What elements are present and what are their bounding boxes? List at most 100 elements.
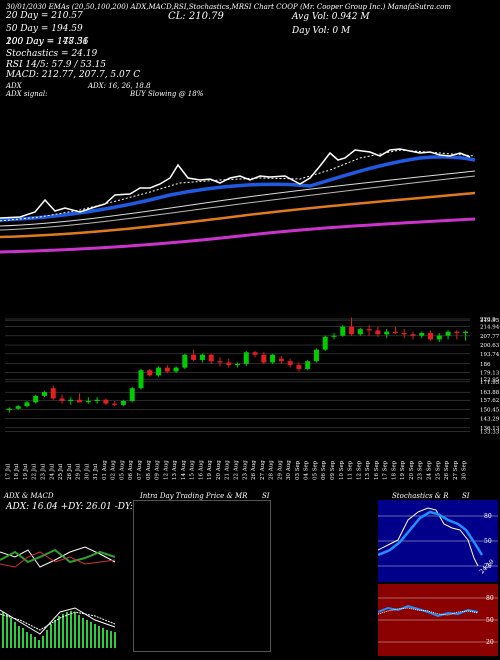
adx-macd-title: ADX & MACD — [4, 492, 54, 500]
date-tick-label: 29 Aug — [277, 460, 283, 480]
rsi-tick-20: 20 — [486, 639, 494, 646]
candle-body — [15, 406, 21, 409]
candle-body — [120, 401, 126, 405]
price-tick-label: 136.13 — [480, 426, 500, 432]
date-tick-label: 26 Aug — [251, 460, 257, 480]
date-tick-label: 20 Aug — [216, 460, 222, 480]
ema100-line — [0, 191, 476, 239]
date-tick-label: 13 Aug — [172, 460, 178, 480]
rsi-tick-80: 80 — [486, 595, 494, 602]
candle-body — [208, 354, 214, 362]
candle-body — [252, 352, 258, 355]
stoch-d — [378, 510, 484, 557]
candle-body — [33, 395, 39, 403]
date-tick-label: 14 Aug — [181, 460, 187, 480]
ema100-label: 100 Day = 178.51 — [6, 37, 89, 47]
date-tick-label: 23 Aug — [242, 460, 248, 480]
date-tick-label: 19 Aug — [207, 460, 213, 480]
candle-body — [50, 388, 56, 399]
price-tick-label: 157.62 — [480, 398, 499, 404]
date-tick-label: 05 Aug — [119, 460, 125, 480]
date-tick-label: 05 Sep — [312, 460, 318, 480]
price-tick-label: 163.88 — [480, 390, 500, 396]
rsi-line-2 — [378, 607, 479, 616]
date-tick-label: 09 Aug — [155, 460, 161, 480]
candle-body — [164, 367, 170, 372]
band-outer — [0, 175, 476, 231]
candle-body — [375, 330, 381, 335]
price-tick-label: 186 — [480, 362, 491, 368]
date-tick-label: 06 Aug — [128, 460, 134, 480]
candle-body — [305, 361, 311, 369]
candle-body — [270, 354, 276, 363]
price-tick-label: 173.95 — [480, 377, 500, 383]
ema20-label: 20 Day = 210.57 — [6, 11, 83, 21]
date-tick-label: 23 Jul — [40, 464, 46, 480]
ema50-line — [0, 155, 476, 222]
price-tick-label: 214.94 — [480, 325, 500, 331]
stoch-tick-80: 80 — [484, 513, 492, 520]
date-tick-label: 25 Jul — [58, 464, 64, 480]
candle-body — [226, 362, 232, 366]
date-tick-label: 16 Aug — [198, 460, 204, 480]
date-tick-label: 21 Aug — [225, 460, 231, 480]
date-tick-label: 26 Jul — [67, 464, 73, 480]
candle-body — [392, 331, 398, 333]
candle-body — [349, 326, 355, 335]
date-tick-label: 18 Sep — [391, 460, 397, 480]
date-tick-label: 04 Sep — [304, 460, 310, 480]
rsi-line — [378, 604, 479, 618]
stoch-tick-20: 20 — [484, 563, 492, 570]
candle-body — [261, 354, 267, 363]
price-tick-label: 133.33 — [480, 429, 500, 435]
date-tick-label: 29 Jul — [76, 464, 82, 480]
band-mid — [0, 170, 476, 227]
macd-signal — [0, 611, 116, 631]
date-tick-label: 19 Sep — [400, 460, 406, 480]
date-tick-label: 24 Jul — [49, 464, 55, 480]
intraday-panel — [133, 500, 271, 652]
candle-body — [191, 354, 197, 360]
date-tick-label: 25 Sep — [435, 460, 441, 480]
date-tick-label: 22 Aug — [234, 460, 240, 480]
price-tick-label: 200.63 — [480, 343, 500, 349]
candle-body — [428, 332, 434, 340]
date-tick-label: 17 Jul — [5, 464, 11, 480]
candle-body — [340, 326, 346, 336]
date-tick-label: 13 Sep — [365, 460, 371, 480]
avg-vol-label: Avg Vol: 0.942 M — [292, 12, 370, 22]
candle-body — [384, 331, 390, 335]
date-tick-label: 17 Sep — [383, 460, 389, 480]
candle-body — [235, 363, 240, 366]
date-tick-label: 30 Sep — [462, 460, 468, 480]
candle-body — [322, 336, 328, 350]
price-line — [0, 148, 471, 219]
rsi-label: RSI 14/5: 57.9 / 53.15 — [6, 60, 107, 70]
candle-body — [463, 331, 469, 333]
close-label: CL: 210.79 — [168, 11, 224, 22]
candle-body — [24, 402, 30, 407]
candle-body — [59, 398, 65, 402]
date-tick-label: 18 Jul — [14, 464, 20, 480]
price-tick-label: 179.13 — [480, 371, 500, 377]
intraday-si: SI — [262, 492, 270, 500]
candle-body — [401, 332, 407, 335]
price-tick-label: 220.9 — [480, 317, 496, 323]
candle-body — [147, 370, 153, 376]
date-tick-label: 27 Sep — [453, 460, 459, 480]
date-tick-label: 03 Sep — [295, 460, 301, 480]
candle-body — [357, 329, 363, 335]
stochastics-panel: 80 50 20 24.19 — [378, 500, 498, 582]
adx-signal-label: ADX signal: — [6, 90, 48, 98]
date-tick-label: 09 Sep — [330, 460, 336, 480]
date-tick-label: 02 Aug — [111, 460, 117, 480]
ema50-label: 50 Day = 194.59 — [6, 24, 83, 34]
adx-green — [0, 548, 116, 564]
candle-body — [410, 334, 416, 336]
date-tick-label: 23 Sep — [418, 460, 424, 480]
candle-body — [182, 354, 188, 368]
candle-body — [445, 331, 451, 336]
date-tick-label: 08 Aug — [146, 460, 152, 480]
mgr-adx: ADX: 16, 26, 18.8 — [88, 82, 151, 90]
